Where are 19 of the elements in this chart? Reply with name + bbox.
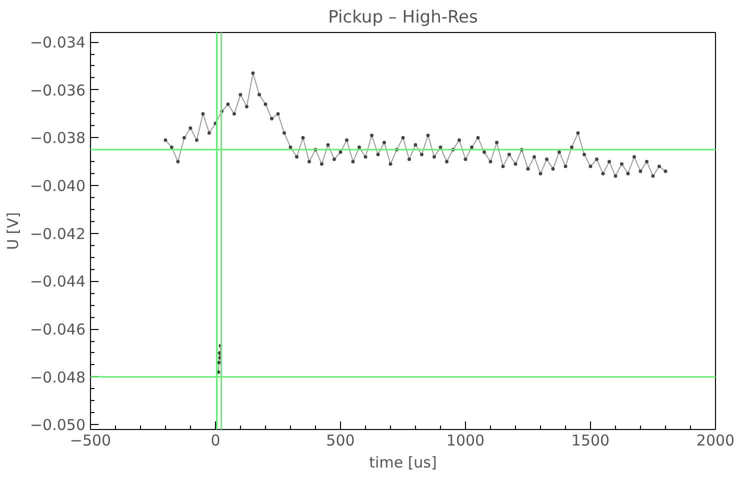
y-tick-label: −0.042	[30, 224, 86, 243]
x-tick-label: 2000	[696, 432, 735, 450]
y-axis-title: U [V]	[4, 212, 22, 250]
x-tick-label: 0	[210, 432, 220, 450]
x-tick-label: −500	[70, 432, 112, 450]
x-tick-label: 1500	[571, 432, 610, 450]
y-tick-label: −0.038	[30, 129, 86, 148]
y-tick-label: −0.034	[30, 34, 86, 52]
y-tick-label: −0.046	[30, 320, 86, 339]
x-axis-title: time [us]	[369, 454, 437, 472]
y-tick-label: −0.040	[30, 177, 86, 196]
y-tick-label: −0.044	[30, 272, 86, 291]
y-tick-label: −0.050	[30, 416, 86, 434]
point	[217, 360, 221, 364]
chart-title: Pickup – High-Res	[328, 8, 478, 28]
y-tick-label: −0.048	[30, 368, 86, 386]
y-tick-label: −0.036	[30, 81, 86, 100]
x-tick-label: 1000	[446, 432, 485, 450]
x-tick-label: 500	[326, 432, 355, 450]
